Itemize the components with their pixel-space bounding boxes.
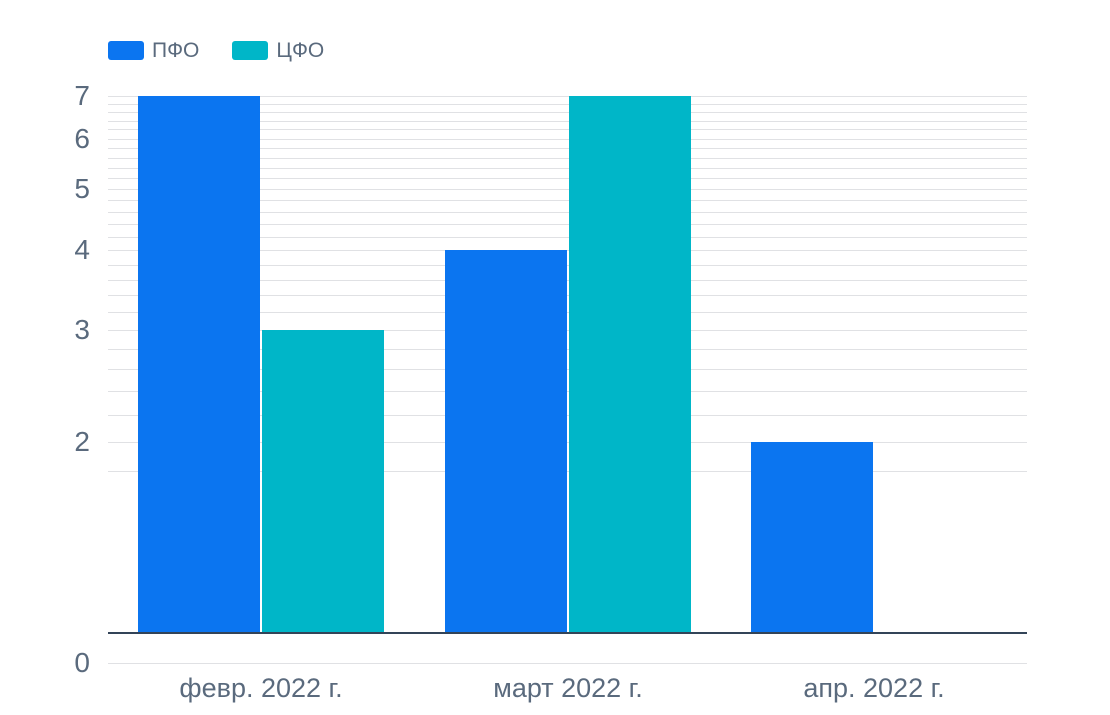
gridline [108,471,1027,472]
gridline [108,330,1027,331]
gridline [108,312,1027,313]
gridline [108,442,1027,443]
gridline [108,104,1027,105]
y-tick-label-2: 2 [74,426,90,457]
gridline [108,96,1027,97]
gridline [108,415,1027,416]
gridline [108,178,1027,179]
gridline [108,189,1027,190]
legend-swatch-cfo [232,41,269,60]
gridline [108,129,1027,130]
legend-item-pfo[interactable]: ПФО [108,40,199,61]
legend-label-cfo: ЦФО [276,39,325,62]
gridline [108,250,1027,251]
gridline [108,349,1027,350]
gridline [108,280,1027,281]
gridline [108,168,1027,169]
y-tick-label-7: 7 [74,80,90,111]
chart-legend: ПФО ЦФО [108,40,324,61]
x-tick-label-cat0: февр. 2022 г. [179,673,343,703]
legend-label-pfo: ПФО [152,39,200,62]
y-tick-label-0: 0 [74,647,90,678]
gridline [108,295,1027,296]
y-tick-label-5: 5 [74,173,90,204]
gridline [108,158,1027,159]
gridline [108,112,1027,113]
gridline [108,265,1027,266]
y-tick-label-6: 6 [74,123,90,154]
bar-pfo-cat0[interactable] [138,96,260,633]
legend-swatch-pfo [108,41,144,60]
gridline-zero [108,663,1027,664]
y-tick-label-3: 3 [74,314,90,345]
gridline [108,391,1027,392]
gridline [108,139,1027,140]
gridline [108,148,1027,149]
x-tick-label-cat1: март 2022 г. [493,673,643,703]
gridline [108,224,1027,225]
bar-cfo-cat1[interactable] [569,96,691,633]
gridline [108,121,1027,122]
x-tick-label-cat2: апр. 2022 г. [803,673,945,703]
gridline [108,369,1027,370]
bar-pfo-cat2[interactable] [751,442,873,633]
x-axis-line [108,632,1027,634]
gridline [108,237,1027,238]
gridline [108,212,1027,213]
bar-pfo-cat1[interactable] [445,250,567,633]
legend-item-cfo[interactable]: ЦФО [232,40,324,61]
bar-cfo-cat0[interactable] [262,330,384,633]
gridline [108,200,1027,201]
y-tick-label-4: 4 [74,234,90,265]
